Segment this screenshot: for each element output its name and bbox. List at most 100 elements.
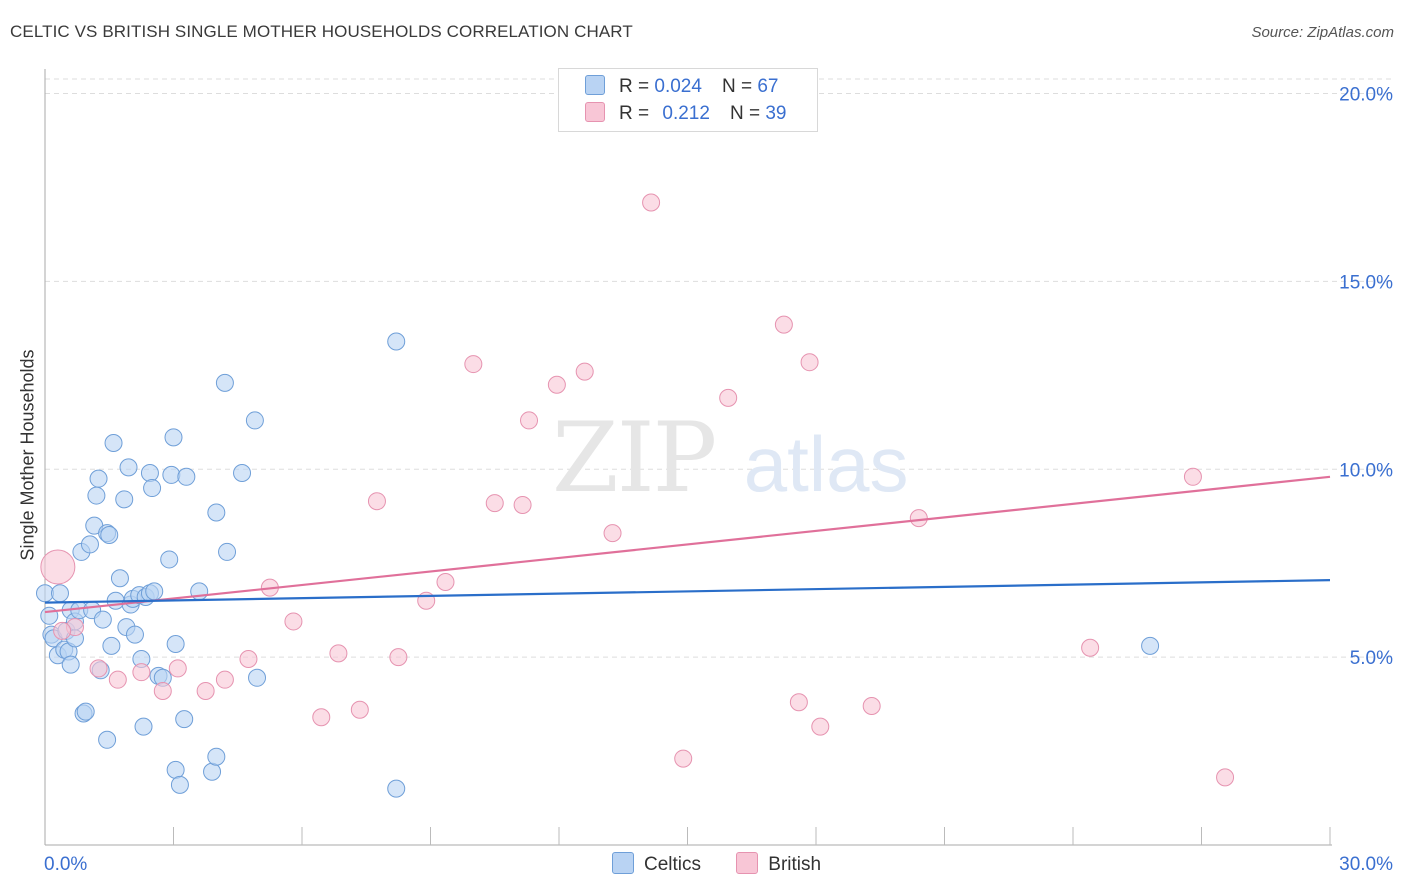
celtics-legend-label: Celtics	[644, 854, 702, 875]
celtics-point	[115, 490, 134, 509]
celtics-point	[203, 762, 222, 781]
trend-lines	[44, 475, 1331, 614]
celtics-point	[248, 668, 267, 687]
celtics-point	[104, 433, 123, 452]
celtics-point	[166, 634, 185, 653]
celtics-point	[160, 550, 179, 569]
british-point	[520, 411, 539, 430]
celtics-point	[119, 458, 138, 477]
british-point	[350, 700, 369, 719]
celtics-point	[140, 464, 159, 483]
legend-row-british: R = 0.212 N = 39	[585, 102, 786, 126]
celtics-n-value: 67	[757, 76, 779, 97]
celtics-point	[170, 775, 189, 794]
celtics-point	[87, 486, 106, 505]
british-point	[215, 670, 234, 689]
legend-row-celtics: R = 0.024 N = 67	[585, 75, 778, 99]
celtics-point	[207, 503, 226, 522]
british-point	[312, 708, 331, 727]
british-point	[642, 193, 661, 212]
tick-labels: 5.0% 10.0% 15.0% 20.0% 0.0% 30.0%	[44, 85, 1393, 875]
celtics-point	[76, 702, 95, 721]
legend-item-celtics[interactable]: Celtics	[612, 852, 701, 876]
celtics-point	[98, 730, 117, 749]
british-swatch	[585, 102, 605, 122]
celtics-point	[145, 582, 164, 601]
celtics-point	[245, 411, 264, 430]
celtics-r-label: R =	[619, 76, 650, 97]
british-point	[89, 659, 108, 678]
british-r-value: 0.212	[662, 103, 710, 124]
british-point	[108, 670, 127, 689]
celtics-point	[164, 428, 183, 447]
axes	[44, 69, 1332, 846]
y-axis-label: Single Mother Households	[17, 349, 38, 561]
british-point	[547, 375, 566, 394]
british-points	[40, 193, 1235, 787]
british-trend-line	[44, 475, 1331, 614]
grid-lines	[45, 78, 1392, 658]
celtics-point	[387, 332, 406, 351]
british-point	[862, 696, 881, 715]
celtics-point	[89, 469, 108, 488]
source-label: Source: ZipAtlas.com	[1251, 24, 1394, 41]
celtics-point	[177, 467, 196, 486]
british-point	[464, 355, 483, 374]
british-point	[789, 693, 808, 712]
british-r-label: R =	[619, 103, 650, 124]
british-point	[436, 572, 455, 591]
watermark: ZIP atlas	[552, 402, 909, 514]
british-n-label: N =	[729, 103, 761, 124]
celtics-point	[36, 584, 54, 603]
british-point	[329, 644, 348, 663]
celtics-point	[61, 655, 80, 674]
british-point	[513, 495, 532, 514]
celtics-point	[125, 625, 144, 644]
british-point	[1216, 768, 1235, 787]
british-point	[196, 681, 215, 700]
british-point	[674, 749, 693, 768]
british-point	[168, 659, 187, 678]
x-tick-label-max: 30.0%	[1339, 854, 1393, 875]
watermark-zip: ZIP	[552, 402, 717, 514]
celtics-point	[102, 636, 121, 655]
british-point	[1183, 467, 1202, 486]
celtics-point	[175, 710, 194, 729]
british-point	[485, 494, 504, 513]
british-point	[367, 492, 386, 511]
watermark-atlas: atlas	[743, 420, 909, 508]
celtics-trend-line	[44, 579, 1331, 604]
british-n-value: 39	[765, 103, 787, 124]
celtics-point	[110, 569, 129, 588]
british-point	[132, 663, 151, 682]
celtics-point	[100, 526, 119, 545]
british-point	[909, 509, 928, 528]
celtics-point	[50, 584, 69, 603]
celtics-point	[215, 373, 234, 392]
british-point	[774, 315, 793, 334]
celtics-point	[93, 610, 112, 629]
british-point	[284, 612, 303, 631]
british-point	[1081, 638, 1100, 657]
legend-item-british[interactable]: British	[736, 852, 821, 876]
celtics-point	[1141, 636, 1160, 655]
celtics-point	[143, 479, 162, 498]
y-tick-label: 10.0%	[1339, 460, 1393, 481]
british-point	[719, 388, 738, 407]
celtics-n-label: N =	[721, 76, 753, 97]
british-point	[153, 681, 172, 700]
british-point	[389, 648, 408, 667]
y-tick-label: 20.0%	[1339, 85, 1393, 106]
celtics-point	[166, 760, 185, 779]
y-tick-label: 5.0%	[1350, 648, 1393, 669]
y-tick-label: 15.0%	[1339, 272, 1393, 293]
celtics-swatch	[585, 75, 605, 95]
british-legend-swatch	[736, 852, 759, 874]
celtics-legend-swatch	[612, 852, 634, 874]
celtics-point	[80, 535, 99, 554]
british-point	[239, 650, 258, 669]
celtics-point	[207, 747, 226, 766]
british-point	[800, 353, 819, 372]
british-point	[811, 717, 830, 736]
